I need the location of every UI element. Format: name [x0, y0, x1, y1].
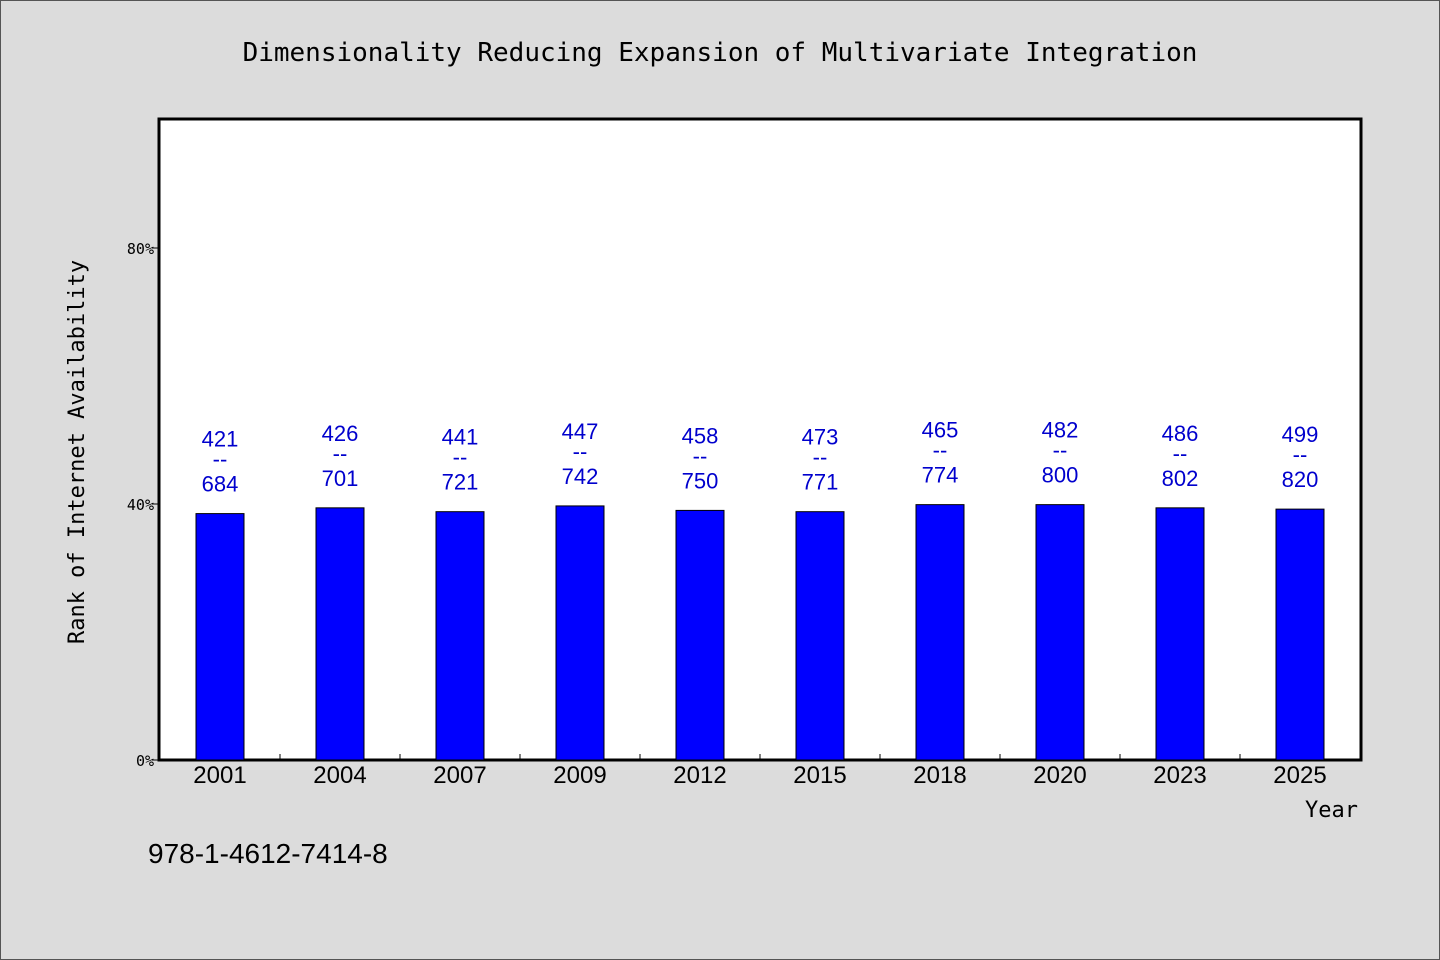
x-tick-label: 2015 [793, 762, 846, 789]
data-label-top: 473 [802, 425, 839, 450]
data-label-separator: -- [453, 445, 468, 470]
data-label-bottom: 701 [322, 466, 359, 491]
chart-title: Dimensionality Reducing Expansion of Mul… [243, 38, 1198, 68]
data-label-bottom: 742 [562, 464, 599, 489]
bar [555, 505, 605, 761]
x-tick-label: 2025 [1273, 762, 1326, 789]
x-tick-label: 2004 [313, 762, 366, 789]
data-label-separator: -- [333, 441, 348, 466]
y-axis-label: Rank of Internet Availability [65, 260, 90, 644]
y-tick-label: 0% [136, 752, 154, 770]
data-label-top: 458 [682, 423, 719, 448]
data-label-bottom: 820 [1282, 467, 1319, 492]
data-label-separator: -- [813, 445, 828, 470]
x-tick-label: 2023 [1153, 762, 1206, 789]
data-label-separator: -- [573, 439, 588, 464]
data-label-separator: -- [1173, 441, 1188, 466]
data-label-bottom: 802 [1162, 466, 1199, 491]
bar [435, 511, 485, 761]
x-tick-label: 2020 [1033, 762, 1086, 789]
y-tick-label: 80% [127, 240, 154, 258]
data-label-top: 482 [1042, 418, 1079, 443]
data-label-bottom: 771 [802, 470, 839, 495]
data-label-bottom: 684 [202, 472, 239, 497]
bars-group [195, 504, 1325, 761]
x-tick-label: 2009 [553, 762, 606, 789]
x-tick-label: 2001 [193, 762, 246, 789]
data-label-bottom: 800 [1042, 463, 1079, 488]
x-axis-label: Year [1305, 798, 1358, 823]
data-label-bottom: 721 [442, 470, 479, 495]
x-tick-label: 2018 [913, 762, 966, 789]
bar [195, 513, 245, 761]
data-label-separator: -- [1053, 438, 1068, 463]
bar [795, 511, 845, 761]
data-label-top: 441 [442, 425, 479, 450]
x-axis: 2001 2004 2007 2009 2012 2015 2018 2020 2023 2025 [193, 754, 1327, 789]
data-label-top: 447 [562, 419, 599, 444]
data-label-top: 499 [1282, 422, 1319, 447]
isbn-text: 978-1-4612-7414-8 [148, 838, 388, 869]
data-labels-group: 421--684426--701441--721447--742458--750… [202, 418, 1319, 497]
data-label-bottom: 750 [682, 468, 719, 493]
bar [915, 504, 965, 761]
data-label-separator: -- [693, 443, 708, 468]
y-axis: 0% 40% 80% [127, 240, 160, 770]
y-tick-label: 40% [127, 496, 154, 514]
bar [315, 507, 365, 761]
x-tick-label: 2007 [433, 762, 486, 789]
data-label-bottom: 774 [922, 463, 959, 488]
data-label-separator: -- [1293, 442, 1308, 467]
data-label-separator: -- [933, 438, 948, 463]
data-label-top: 426 [322, 421, 359, 446]
bar [1275, 508, 1325, 761]
data-label-top: 421 [202, 427, 239, 452]
x-tick-label: 2012 [673, 762, 726, 789]
bar [1035, 504, 1085, 761]
data-label-separator: -- [213, 447, 228, 472]
data-label-top: 486 [1162, 421, 1199, 446]
data-label-top: 465 [922, 418, 959, 443]
bar [1155, 507, 1205, 761]
bar [675, 509, 725, 761]
